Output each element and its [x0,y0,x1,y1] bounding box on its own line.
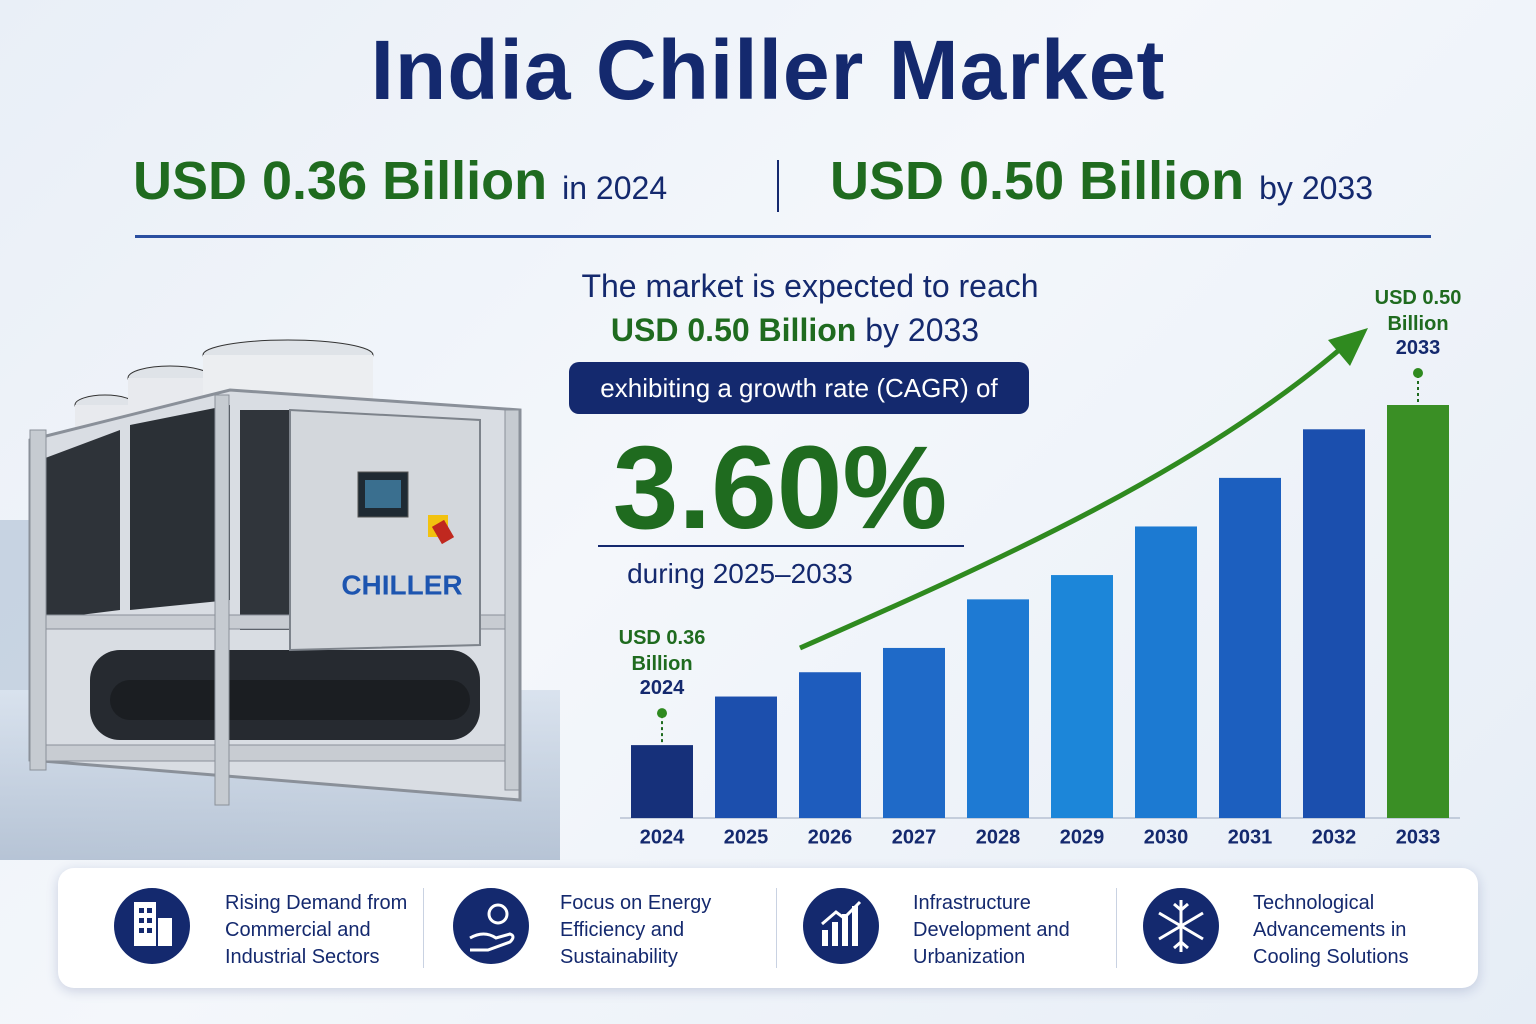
driver-line: Industrial Sectors [225,946,380,968]
value-label: USD 0.36 Billion [618,627,706,676]
bar [883,647,945,818]
card-separator [776,888,777,968]
value-label-year: 2033 [1395,337,1441,359]
bar [1387,405,1449,818]
driver-icons [114,888,1219,964]
x-tick-label: 2032 [1312,826,1357,848]
separator [777,160,779,212]
driver-line: Urbanization [913,946,1026,968]
driver-text: Technological Advancements in Cooling Solu… [1253,890,1409,971]
stat-value: USD 0.36 Billion [133,151,548,211]
value-label-year: 2024 [639,677,685,700]
x-tick-label: 2025 [724,826,769,848]
cagr-value: 3.60% [612,422,948,554]
title: India Chiller Market [370,23,1166,117]
driver-line: Advancements in [1253,919,1407,941]
x-tick-label: 2024 [640,826,685,848]
driver-line: Cooling Solutions [1253,946,1409,968]
driver-line: Commercial and [225,919,371,941]
driver-line: Technological [1253,892,1375,914]
driver-text: Focus on Energy Efficiency and Sustainabil… [560,890,711,971]
bar [967,599,1029,818]
x-tick-label: 2030 [1144,826,1189,848]
x-tick-label: 2026 [808,826,853,848]
target-text: USD 0.50 Billion by 2033 [555,312,1035,349]
x-tick-label: 2027 [892,826,937,848]
bar [1051,575,1113,818]
bar [715,696,777,818]
driver-line: Focus on Energy [560,892,712,914]
product-label: CHILLER [341,569,462,600]
stat-end: USD 0.50 Billion by 2033 [830,150,1373,212]
card-separator [1116,888,1117,968]
driver-line: Development and [913,919,1070,941]
bar [631,745,693,818]
driver-text: Infrastructure Development and Urbanizatio… [913,890,1070,971]
bar [1219,477,1281,818]
bar [1303,429,1365,818]
driver-text: Rising Demand from Commercial and Industri… [225,890,407,971]
leader-dot [1413,368,1423,378]
chiller-illustration: CHILLER [0,339,560,860]
x-tick-label: 2031 [1228,826,1273,848]
drivers-panel [58,868,1478,988]
arrow-head [1328,328,1368,366]
driver-line: Efficiency and [560,919,685,941]
cagr-label: exhibiting a growth rate (CAGR) of [569,362,1029,414]
driver-line: Sustainability [560,946,678,968]
bar [1135,526,1197,818]
card-separator [423,888,424,968]
bar [799,672,861,818]
intro-text: The market is expected to reach [581,268,1039,304]
x-tick-label: 2028 [976,826,1021,848]
period-text: during 2025–2033 [627,558,853,589]
divider [135,235,1431,238]
stat-suffix: in 2024 [562,170,668,206]
stat-start: USD 0.36 Billion in 2024 [133,150,667,212]
stat-suffix: by 2033 [1259,170,1373,206]
value-label: USD 0.50 Billion [1374,287,1462,335]
x-tick-label: 2029 [1060,826,1105,848]
target-value: USD 0.50 Billion [610,312,857,348]
chart: 2024 2025 2026 2027 2028 2029 2030 2031 2032 2033 [620,328,1460,848]
growth-arrow [798,343,1347,651]
target-suffix: by 2033 [865,312,980,348]
x-tick-label: 2033 [1396,826,1441,848]
leader-dot [657,708,667,719]
stat-value: USD 0.50 Billion [830,151,1245,211]
driver-line: Infrastructure [913,892,1031,914]
driver-line: Rising Demand from [225,892,408,914]
divider [598,545,964,547]
